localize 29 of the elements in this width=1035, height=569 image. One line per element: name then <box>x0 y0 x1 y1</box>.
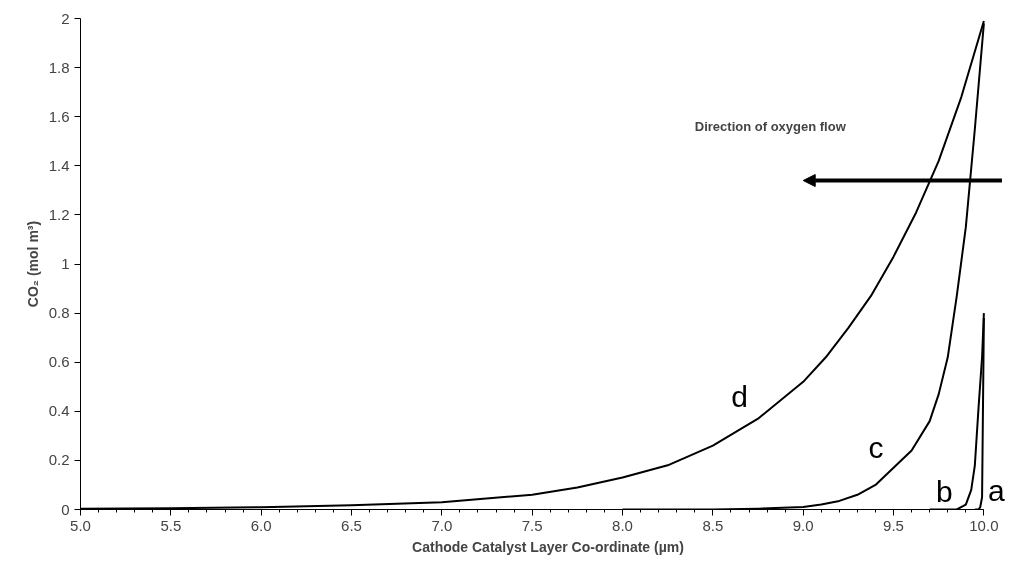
x-tick-label: 7.0 <box>431 516 453 534</box>
x-tick-label: 9.5 <box>883 516 904 534</box>
y-tick-label: 1 <box>61 255 70 272</box>
series-label: c <box>868 430 884 464</box>
x-tick-label: 8.5 <box>702 516 724 534</box>
y-tick-label: 1.2 <box>48 205 70 223</box>
y-tick-label: 0.2 <box>48 451 70 469</box>
y-tick-label: 2 <box>61 9 70 27</box>
x-axis-title: Cathode Catalyst Layer Co-ordinate (µm) <box>412 538 684 555</box>
y-tick-label: 0 <box>61 500 70 518</box>
series-label: d <box>731 379 749 413</box>
x-tick-label: 9.0 <box>792 516 814 534</box>
x-tick-label: 5.5 <box>160 516 182 534</box>
x-tick-label: 8.0 <box>612 516 633 534</box>
x-tick-label: 7.5 <box>521 516 543 534</box>
y-tick-label: 1.8 <box>48 58 70 76</box>
y-tick-label: 1.6 <box>48 107 70 125</box>
x-tick-label: 6.5 <box>341 516 362 534</box>
y-tick-label: 1.4 <box>48 156 70 174</box>
x-tick-label: 10.0 <box>969 516 999 534</box>
y-tick-label: 0.4 <box>48 402 70 420</box>
y-tick-label: 0.8 <box>48 304 70 322</box>
x-tick-label: 5.0 <box>70 516 91 534</box>
series-label: a <box>987 473 1005 507</box>
y-axis-title: CO₂ (mol m³) <box>24 220 41 308</box>
series-label: b <box>936 474 953 508</box>
annotation: Direction of oxygen flow <box>694 119 847 135</box>
x-tick-label: 6.0 <box>250 516 272 534</box>
y-tick-label: 0.6 <box>48 353 70 371</box>
